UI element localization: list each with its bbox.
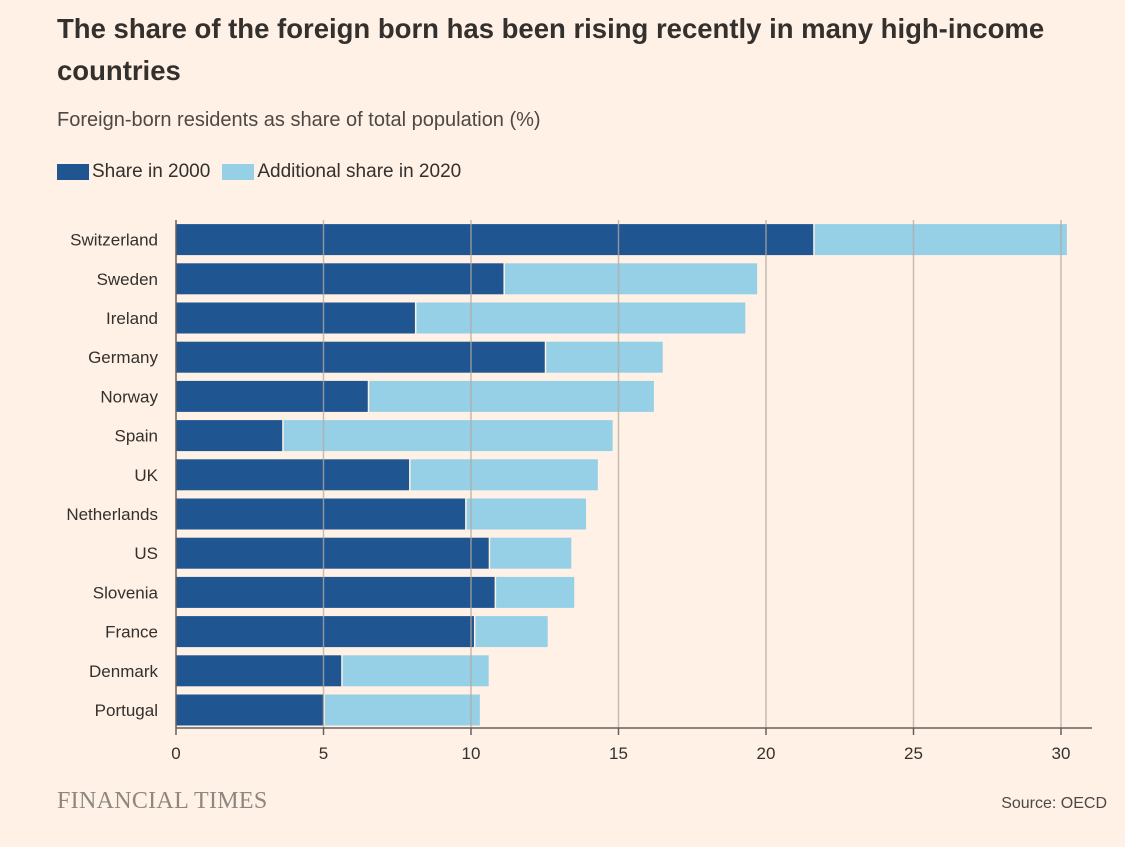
- tick-label-30: 30: [1052, 744, 1071, 763]
- bar-2020-france: [475, 616, 548, 648]
- bar-2000-denmark: [176, 655, 342, 687]
- bar-chart: Switzerland Sweden Ireland Germany Norway Spa…: [66, 220, 1092, 763]
- bar-2020-sweden: [504, 263, 758, 295]
- tick-label-25: 25: [904, 744, 923, 763]
- chart-title: The share of the foreign born has been r…: [57, 13, 1045, 86]
- legend-swatch-2020: [222, 164, 255, 180]
- bar-2020-germany: [546, 341, 663, 373]
- category-label-germany: Germany: [88, 348, 158, 367]
- chart-subtitle: Foreign-born residents as share of total…: [57, 109, 541, 131]
- bar-2000-uk: [176, 459, 410, 491]
- bar-2020-us: [490, 537, 572, 569]
- category-label-norway: Norway: [100, 387, 158, 406]
- bar-2000-france: [176, 616, 474, 648]
- category-label-portugal: Portugal: [95, 701, 158, 720]
- category-label-france: France: [105, 623, 158, 642]
- bar-2000-netherlands: [176, 498, 466, 530]
- tick-label-0: 0: [171, 744, 180, 763]
- category-label-switzerland: Switzerland: [70, 231, 158, 250]
- legend-label-2000: Share in 2000: [92, 161, 211, 182]
- bar-2000-switzerland: [176, 224, 814, 256]
- bar-2000-norway: [176, 380, 368, 412]
- bar-2000-us: [176, 537, 489, 569]
- category-label-denmark: Denmark: [89, 662, 158, 681]
- tick-label-15: 15: [609, 744, 628, 763]
- category-label-us: US: [134, 544, 158, 563]
- category-label-slovenia: Slovenia: [93, 583, 159, 602]
- legend-label-2020: Additional share in 2020: [257, 161, 462, 182]
- bar-2020-slovenia: [496, 576, 575, 608]
- category-label-sweden: Sweden: [97, 270, 158, 289]
- brand-logo: FINANCIAL TIMES: [57, 788, 268, 814]
- tick-label-20: 20: [757, 744, 776, 763]
- bar-2000-spain: [176, 420, 283, 452]
- bar-2000-portugal: [176, 694, 324, 726]
- bar-2020-switzerland: [814, 224, 1067, 256]
- bar-2020-ireland: [416, 302, 746, 334]
- bar-2020-portugal: [325, 694, 480, 726]
- bar-2000-slovenia: [176, 576, 495, 608]
- source-note: Source: OECD: [1001, 795, 1107, 812]
- legend-swatch-2000: [57, 164, 89, 180]
- bar-2000-germany: [176, 341, 545, 373]
- bar-2000-sweden: [176, 263, 504, 295]
- bar-2020-netherlands: [466, 498, 587, 530]
- category-label-netherlands: Netherlands: [66, 505, 158, 524]
- bar-2000-ireland: [176, 302, 415, 334]
- bar-2020-uk: [410, 459, 598, 491]
- category-label-ireland: Ireland: [106, 309, 158, 328]
- legend: Share in 2000 Additional share in 2020: [57, 159, 473, 185]
- bar-2020-spain: [283, 420, 613, 452]
- legend-item-2020: Additional share in 2020: [222, 159, 461, 185]
- bar-2020-norway: [369, 380, 654, 412]
- tick-label-10: 10: [462, 744, 481, 763]
- category-label-spain: Spain: [115, 427, 158, 446]
- bar-2020-denmark: [342, 655, 489, 687]
- tick-label-5: 5: [319, 744, 328, 763]
- category-label-uk: UK: [134, 466, 158, 485]
- legend-item-2000: Share in 2000: [57, 159, 210, 185]
